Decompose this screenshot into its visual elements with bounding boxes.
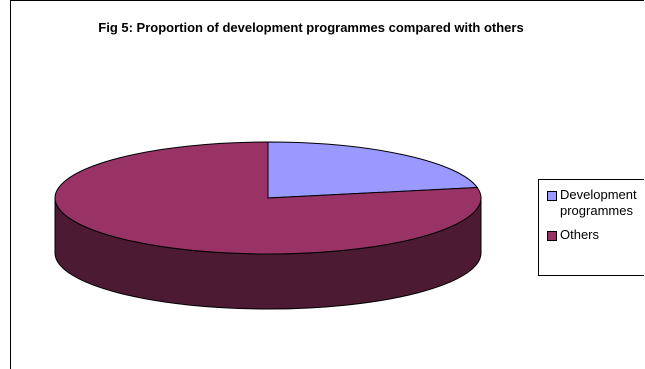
chart-legend: Development programmes Others bbox=[538, 179, 644, 276]
chart-title: Fig 5: Proportion of development program… bbox=[98, 20, 524, 35]
pie-slice-others bbox=[54, 141, 482, 255]
legend-label-line1: Development bbox=[560, 187, 637, 202]
pie-slice-development-programmes bbox=[267, 141, 479, 199]
chart-area: Fig 5: Proportion of development program… bbox=[10, 0, 644, 369]
legend-label-development-programmes: Development programmes bbox=[560, 187, 637, 219]
legend-label-others: Others bbox=[560, 227, 600, 242]
legend-swatch-development-programmes bbox=[547, 191, 557, 201]
legend-label-line2: programmes bbox=[560, 203, 633, 218]
pie-chart bbox=[54, 141, 482, 310]
legend-swatch-others bbox=[547, 231, 557, 241]
